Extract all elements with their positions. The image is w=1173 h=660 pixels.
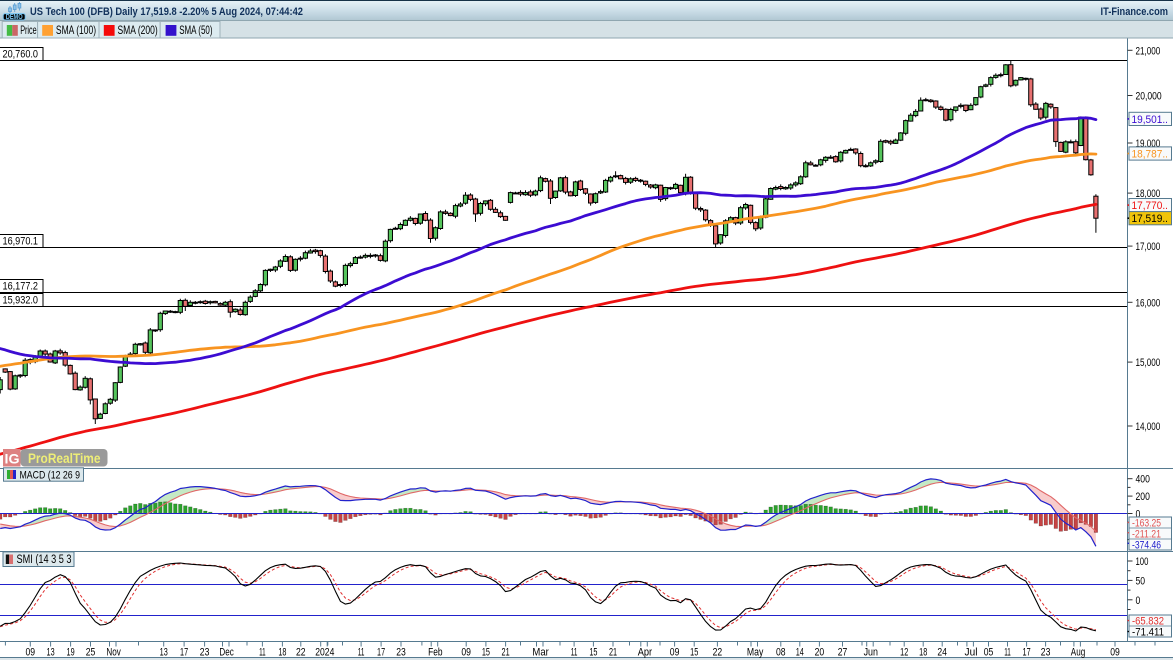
svg-text:17: 17 <box>1023 647 1031 659</box>
svg-text:11: 11 <box>571 647 578 659</box>
svg-text:17,519..: 17,519.. <box>1132 213 1169 225</box>
svg-text:17: 17 <box>180 647 188 659</box>
svg-text:Jul: Jul <box>965 647 978 659</box>
svg-text:SMI (14 3 5 3: SMI (14 3 5 3 <box>17 554 72 566</box>
svg-text:-163.25: -163.25 <box>1132 518 1161 530</box>
svg-text:09: 09 <box>461 647 471 659</box>
svg-text:Price: Price <box>20 23 37 37</box>
svg-text:17,770..: 17,770.. <box>1132 200 1169 212</box>
svg-text:0: 0 <box>1136 509 1141 521</box>
svg-text:16,000: 16,000 <box>1136 297 1161 309</box>
svg-text:US Tech 100 (DFB) Daily 17,519: US Tech 100 (DFB) Daily 17,519.8 -2.20% … <box>30 6 303 18</box>
svg-text:05: 05 <box>984 647 994 659</box>
svg-text:20,000: 20,000 <box>1136 91 1162 103</box>
svg-text:-71.411: -71.411 <box>1132 627 1164 639</box>
svg-text:15,932.0: 15,932.0 <box>3 295 39 307</box>
svg-text:Feb: Feb <box>428 647 442 659</box>
svg-text:20,760.0: 20,760.0 <box>3 49 39 61</box>
svg-text:-374.46: -374.46 <box>1132 540 1161 552</box>
svg-text:Dec: Dec <box>219 647 234 659</box>
svg-text:18: 18 <box>278 647 286 659</box>
svg-text:2024: 2024 <box>315 647 334 659</box>
svg-text:11: 11 <box>1004 647 1011 659</box>
svg-text:11: 11 <box>259 647 266 659</box>
svg-text:-211.21: -211.21 <box>1132 529 1161 541</box>
svg-text:23: 23 <box>1041 647 1051 659</box>
svg-text:MACD (12 26 9: MACD (12 26 9 <box>20 470 81 482</box>
svg-text:IT-Finance.com: IT-Finance.com <box>1101 6 1169 18</box>
svg-text:SMA (100): SMA (100) <box>56 23 96 37</box>
svg-text:11: 11 <box>358 647 365 659</box>
svg-text:15,000: 15,000 <box>1136 357 1161 369</box>
svg-text:May: May <box>747 647 764 659</box>
svg-text:16,970.1: 16,970.1 <box>3 236 39 248</box>
svg-text:100: 100 <box>1136 556 1149 568</box>
svg-text:SMA (200): SMA (200) <box>118 23 158 37</box>
svg-text:22: 22 <box>296 647 306 659</box>
svg-text:Mar: Mar <box>532 647 549 659</box>
svg-text:50: 50 <box>1136 575 1146 587</box>
svg-text:22: 22 <box>713 647 723 659</box>
svg-text:Nov: Nov <box>106 647 121 659</box>
svg-text:21: 21 <box>502 647 510 659</box>
svg-text:09: 09 <box>26 647 36 659</box>
svg-text:Aug: Aug <box>1071 647 1085 659</box>
svg-text:13: 13 <box>47 647 55 659</box>
svg-text:13: 13 <box>160 647 168 659</box>
svg-text:23: 23 <box>396 647 406 659</box>
svg-text:27: 27 <box>838 647 848 659</box>
svg-text:19,501..: 19,501.. <box>1132 114 1169 126</box>
svg-text:17: 17 <box>377 647 385 659</box>
svg-text:Jun: Jun <box>864 647 878 659</box>
svg-text:09: 09 <box>1110 647 1120 659</box>
svg-text:17,000: 17,000 <box>1136 241 1161 253</box>
svg-text:400: 400 <box>1136 474 1150 486</box>
svg-text:16,177.2: 16,177.2 <box>3 281 39 293</box>
svg-text:08: 08 <box>776 647 786 659</box>
svg-text:19: 19 <box>67 647 75 659</box>
svg-text:15: 15 <box>589 647 597 659</box>
svg-text:23: 23 <box>200 647 210 659</box>
svg-text:25: 25 <box>86 647 96 659</box>
svg-text:09: 09 <box>670 647 680 659</box>
svg-text:0: 0 <box>1136 595 1141 607</box>
svg-text:-65.832: -65.832 <box>1132 616 1164 628</box>
svg-text:21: 21 <box>609 647 617 659</box>
svg-text:12: 12 <box>900 647 908 659</box>
svg-text:DEMO: DEMO <box>6 12 23 21</box>
svg-text:SMA (50): SMA (50) <box>179 23 212 37</box>
svg-text:15: 15 <box>690 647 698 659</box>
svg-text:18,000: 18,000 <box>1136 188 1161 200</box>
svg-text:IG: IG <box>5 451 20 467</box>
svg-text:20: 20 <box>815 647 825 659</box>
svg-text:14: 14 <box>796 647 804 659</box>
svg-text:21,000: 21,000 <box>1136 45 1161 57</box>
svg-text:200: 200 <box>1136 491 1150 503</box>
svg-text:18: 18 <box>919 647 927 659</box>
svg-text:24: 24 <box>937 647 947 659</box>
svg-text:ProRealTime: ProRealTime <box>28 451 101 466</box>
svg-text:14,000: 14,000 <box>1136 421 1161 433</box>
svg-text:15: 15 <box>482 647 490 659</box>
svg-text:Apr: Apr <box>638 647 653 659</box>
svg-text:18,787..: 18,787.. <box>1132 149 1169 161</box>
